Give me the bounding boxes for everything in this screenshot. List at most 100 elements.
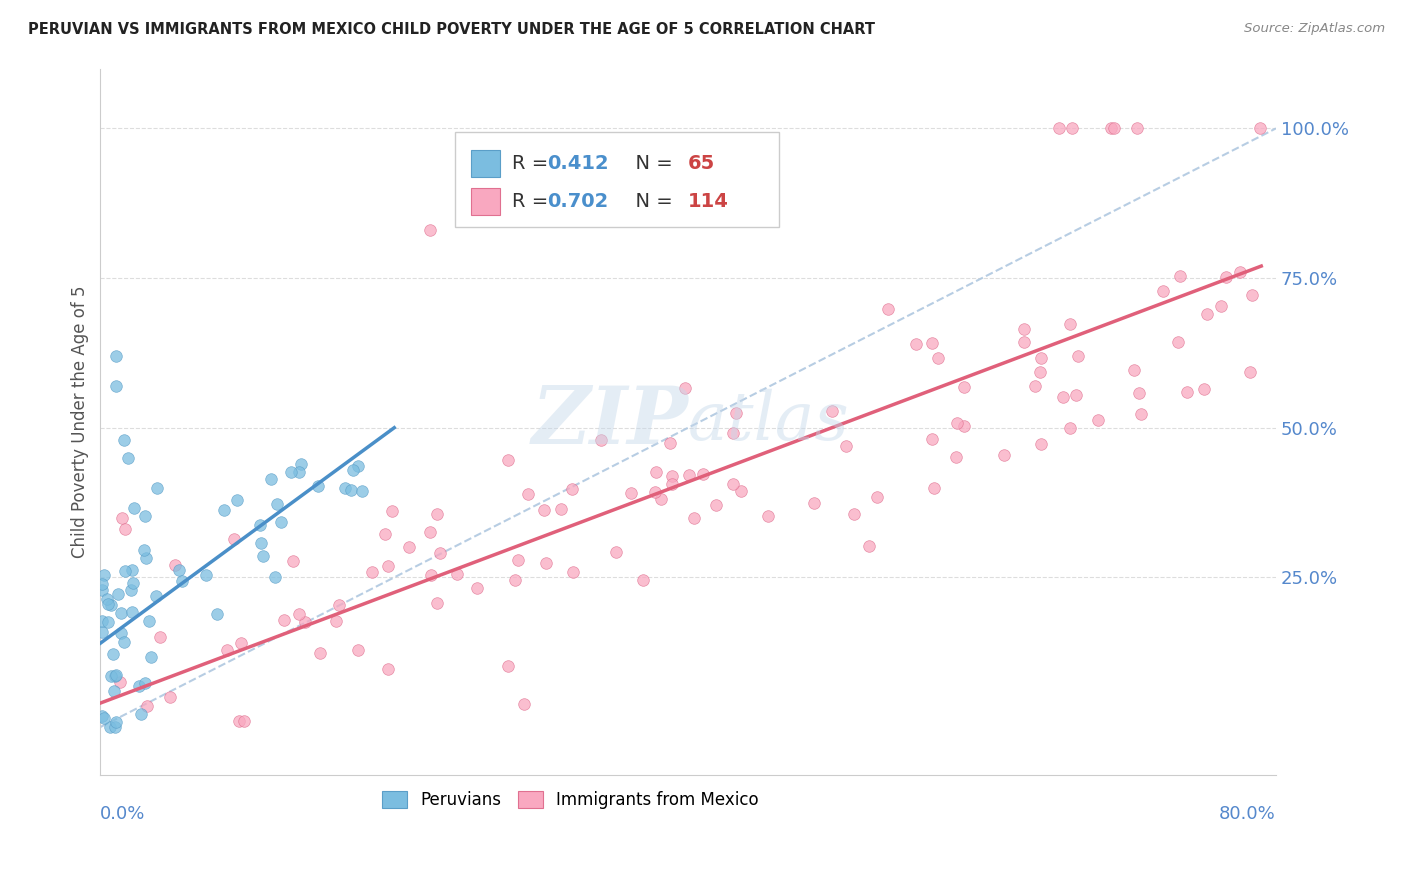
Point (1249, 121, 1271, 136)
Point (121, 605, 143, 619)
Text: 80.0%: 80.0% (1219, 805, 1277, 823)
Point (426, 596, 449, 610)
Point (225, 492, 247, 507)
Point (97, 615, 120, 629)
Point (138, 615, 160, 629)
Point (90, 709, 112, 723)
Point (704, 498, 727, 512)
Point (205, 607, 228, 621)
Point (692, 467, 714, 481)
Point (107, 586, 129, 600)
Point (217, 642, 239, 657)
Point (149, 630, 172, 644)
FancyBboxPatch shape (471, 188, 501, 215)
Point (1029, 351, 1052, 366)
Point (644, 484, 666, 499)
Point (1047, 121, 1070, 136)
Text: R =: R = (512, 192, 554, 211)
Point (661, 477, 683, 491)
Point (122, 500, 145, 515)
Point (673, 381, 696, 395)
Point (803, 496, 825, 510)
Point (132, 542, 155, 557)
Point (145, 589, 167, 603)
Point (1123, 362, 1146, 376)
Point (1059, 421, 1081, 435)
Point (1209, 299, 1232, 313)
Point (1126, 121, 1149, 136)
Point (1029, 436, 1052, 450)
Point (250, 535, 273, 549)
Point (426, 507, 449, 521)
Point (561, 566, 583, 580)
Point (1167, 334, 1189, 349)
Point (1152, 284, 1174, 298)
Point (232, 714, 254, 728)
Point (1239, 365, 1261, 379)
Point (104, 668, 127, 682)
Point (1104, 121, 1126, 136)
Point (134, 509, 156, 524)
Point (100, 668, 122, 682)
Point (212, 503, 235, 517)
Point (1130, 407, 1153, 421)
Point (374, 527, 396, 541)
Point (129, 706, 152, 721)
Point (294, 615, 316, 629)
Point (721, 426, 744, 441)
Point (508, 552, 530, 566)
Point (340, 483, 363, 498)
Point (946, 416, 969, 430)
Legend: Peruvians, Immigrants from Mexico: Peruvians, Immigrants from Mexico (375, 785, 766, 816)
Point (93, 711, 115, 725)
Point (429, 546, 451, 560)
Point (229, 636, 252, 650)
Point (266, 498, 288, 512)
Point (110, 625, 132, 640)
Text: atlas: atlas (688, 389, 849, 454)
Point (1060, 121, 1083, 136)
Point (921, 433, 943, 447)
Text: Source: ZipAtlas.com: Source: ZipAtlas.com (1244, 22, 1385, 36)
Point (90, 583, 112, 598)
Text: PERUVIAN VS IMMIGRANTS FROM MEXICO CHILD POVERTY UNDER THE AGE OF 5 CORRELATION : PERUVIAN VS IMMIGRANTS FROM MEXICO CHILD… (28, 22, 875, 37)
Point (921, 336, 943, 351)
Point (91, 624, 114, 639)
Point (361, 566, 384, 580)
Point (835, 439, 858, 453)
Point (134, 676, 156, 690)
Point (650, 491, 672, 506)
Point (139, 649, 162, 664)
Point (288, 607, 311, 621)
Point (260, 472, 283, 486)
Point (1012, 335, 1035, 350)
Text: R =: R = (512, 154, 554, 173)
Point (97, 597, 120, 611)
Point (252, 549, 274, 563)
Point (104, 379, 127, 393)
Point (550, 501, 572, 516)
Point (1067, 349, 1090, 363)
Point (112, 433, 135, 447)
Point (1059, 317, 1081, 331)
FancyBboxPatch shape (456, 132, 779, 227)
Point (270, 515, 292, 529)
Point (377, 662, 399, 676)
Point (195, 568, 218, 582)
Point (1229, 265, 1251, 279)
Point (683, 511, 706, 525)
Point (104, 349, 127, 363)
Point (661, 468, 683, 483)
Point (858, 540, 880, 554)
Point (264, 569, 287, 583)
Point (1066, 388, 1088, 402)
Text: N =: N = (623, 154, 679, 173)
Point (136, 698, 159, 713)
Point (342, 463, 364, 477)
Text: 0.702: 0.702 (547, 192, 609, 211)
Point (953, 379, 976, 393)
Point (605, 544, 627, 558)
Text: N =: N = (623, 192, 679, 211)
Point (350, 484, 373, 499)
Point (273, 614, 295, 628)
